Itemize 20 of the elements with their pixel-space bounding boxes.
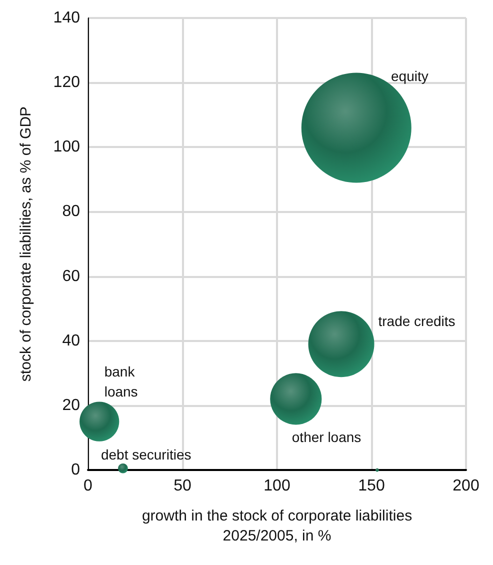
y-tick-label: 40: [62, 332, 80, 350]
y-axis-title: stock of corporate liabilities, as % of GDP: [18, 106, 34, 382]
y-tick-label: 0: [71, 462, 80, 478]
x-axis-title: growth in the stock of corporate liabilities 2025/2005, in %: [142, 508, 412, 544]
x-tick-label: 100: [264, 478, 290, 494]
y-tick-label: 140: [53, 10, 80, 26]
y-tick-label: 20: [62, 396, 80, 414]
y-tick-label: 60: [62, 268, 80, 285]
annotation: trade credits: [378, 313, 456, 330]
y-tick-label: 120: [53, 74, 80, 92]
annotation: other loans: [292, 428, 362, 445]
y-tick-label: 100: [53, 138, 80, 156]
annotation: debt securities: [100, 446, 192, 462]
x-tick-label: 0: [84, 478, 93, 494]
x-tick-label: 200: [452, 478, 480, 494]
y-tick-label: 80: [62, 203, 80, 220]
x-tick-label: 150: [358, 478, 385, 494]
annotation: bank loans: [104, 364, 138, 400]
x-tick-label: 50: [174, 478, 192, 494]
annotation: equity: [391, 68, 428, 84]
